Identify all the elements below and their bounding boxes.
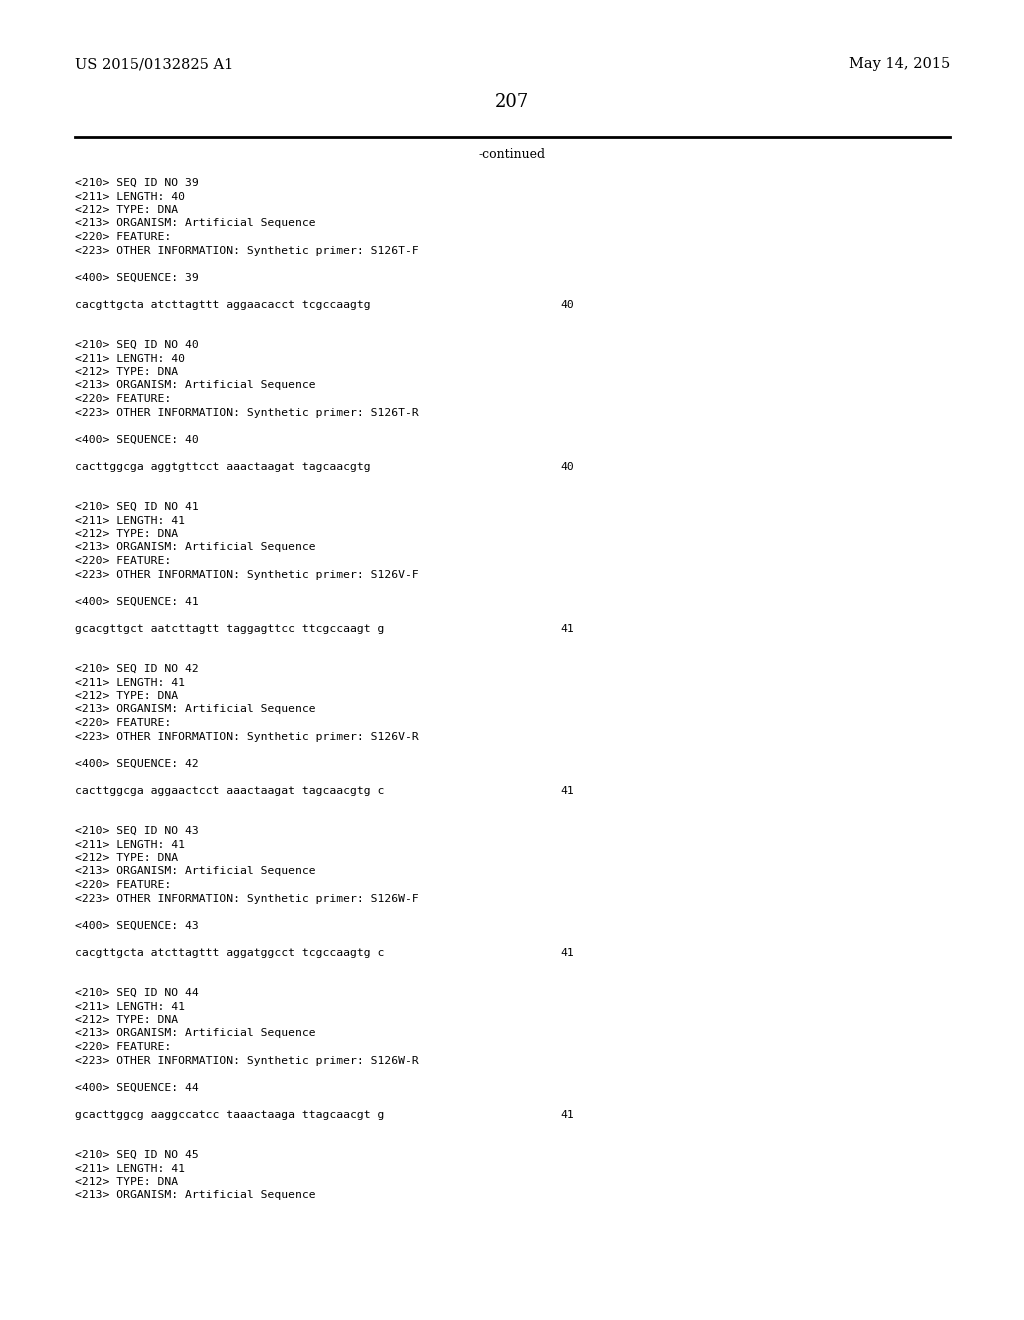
Text: <210> SEQ ID NO 43: <210> SEQ ID NO 43 bbox=[75, 826, 199, 836]
Text: <213> ORGANISM: Artificial Sequence: <213> ORGANISM: Artificial Sequence bbox=[75, 219, 315, 228]
Text: <210> SEQ ID NO 45: <210> SEQ ID NO 45 bbox=[75, 1150, 199, 1160]
Text: <213> ORGANISM: Artificial Sequence: <213> ORGANISM: Artificial Sequence bbox=[75, 1191, 315, 1200]
Text: <223> OTHER INFORMATION: Synthetic primer: S126V-F: <223> OTHER INFORMATION: Synthetic prime… bbox=[75, 569, 419, 579]
Text: <211> LENGTH: 41: <211> LENGTH: 41 bbox=[75, 840, 185, 850]
Text: <210> SEQ ID NO 39: <210> SEQ ID NO 39 bbox=[75, 178, 199, 187]
Text: <220> FEATURE:: <220> FEATURE: bbox=[75, 718, 171, 729]
Text: <211> LENGTH: 41: <211> LENGTH: 41 bbox=[75, 516, 185, 525]
Text: <211> LENGTH: 41: <211> LENGTH: 41 bbox=[75, 677, 185, 688]
Text: <400> SEQUENCE: 42: <400> SEQUENCE: 42 bbox=[75, 759, 199, 768]
Text: 41: 41 bbox=[560, 948, 573, 957]
Text: <211> LENGTH: 40: <211> LENGTH: 40 bbox=[75, 191, 185, 202]
Text: gcacttggcg aaggccatcc taaactaaga ttagcaacgt g: gcacttggcg aaggccatcc taaactaaga ttagcaa… bbox=[75, 1110, 384, 1119]
Text: 40: 40 bbox=[560, 300, 573, 309]
Text: <212> TYPE: DNA: <212> TYPE: DNA bbox=[75, 853, 178, 863]
Text: cacgttgcta atcttagttt aggatggcct tcgccaagtg c: cacgttgcta atcttagttt aggatggcct tcgccaa… bbox=[75, 948, 384, 957]
Text: <210> SEQ ID NO 44: <210> SEQ ID NO 44 bbox=[75, 987, 199, 998]
Text: <400> SEQUENCE: 41: <400> SEQUENCE: 41 bbox=[75, 597, 199, 606]
Text: 207: 207 bbox=[495, 92, 529, 111]
Text: <213> ORGANISM: Artificial Sequence: <213> ORGANISM: Artificial Sequence bbox=[75, 543, 315, 553]
Text: US 2015/0132825 A1: US 2015/0132825 A1 bbox=[75, 57, 233, 71]
Text: <223> OTHER INFORMATION: Synthetic primer: S126T-F: <223> OTHER INFORMATION: Synthetic prime… bbox=[75, 246, 419, 256]
Text: <400> SEQUENCE: 44: <400> SEQUENCE: 44 bbox=[75, 1082, 199, 1093]
Text: <211> LENGTH: 41: <211> LENGTH: 41 bbox=[75, 1002, 185, 1011]
Text: <213> ORGANISM: Artificial Sequence: <213> ORGANISM: Artificial Sequence bbox=[75, 1028, 315, 1039]
Text: <223> OTHER INFORMATION: Synthetic primer: S126V-R: <223> OTHER INFORMATION: Synthetic prime… bbox=[75, 731, 419, 742]
Text: <212> TYPE: DNA: <212> TYPE: DNA bbox=[75, 690, 178, 701]
Text: 41: 41 bbox=[560, 623, 573, 634]
Text: 41: 41 bbox=[560, 1110, 573, 1119]
Text: <400> SEQUENCE: 40: <400> SEQUENCE: 40 bbox=[75, 434, 199, 445]
Text: <223> OTHER INFORMATION: Synthetic primer: S126T-R: <223> OTHER INFORMATION: Synthetic prime… bbox=[75, 408, 419, 417]
Text: 40: 40 bbox=[560, 462, 573, 471]
Text: 41: 41 bbox=[560, 785, 573, 796]
Text: <210> SEQ ID NO 42: <210> SEQ ID NO 42 bbox=[75, 664, 199, 675]
Text: <220> FEATURE:: <220> FEATURE: bbox=[75, 232, 171, 242]
Text: <223> OTHER INFORMATION: Synthetic primer: S126W-F: <223> OTHER INFORMATION: Synthetic prime… bbox=[75, 894, 419, 903]
Text: May 14, 2015: May 14, 2015 bbox=[849, 57, 950, 71]
Text: <211> LENGTH: 41: <211> LENGTH: 41 bbox=[75, 1163, 185, 1173]
Text: <212> TYPE: DNA: <212> TYPE: DNA bbox=[75, 367, 178, 378]
Text: <400> SEQUENCE: 43: <400> SEQUENCE: 43 bbox=[75, 920, 199, 931]
Text: gcacgttgct aatcttagtt taggagttcc ttcgccaagt g: gcacgttgct aatcttagtt taggagttcc ttcgcca… bbox=[75, 623, 384, 634]
Text: <213> ORGANISM: Artificial Sequence: <213> ORGANISM: Artificial Sequence bbox=[75, 866, 315, 876]
Text: <223> OTHER INFORMATION: Synthetic primer: S126W-R: <223> OTHER INFORMATION: Synthetic prime… bbox=[75, 1056, 419, 1065]
Text: <212> TYPE: DNA: <212> TYPE: DNA bbox=[75, 205, 178, 215]
Text: <210> SEQ ID NO 40: <210> SEQ ID NO 40 bbox=[75, 341, 199, 350]
Text: <220> FEATURE:: <220> FEATURE: bbox=[75, 880, 171, 890]
Text: -continued: -continued bbox=[478, 148, 546, 161]
Text: <212> TYPE: DNA: <212> TYPE: DNA bbox=[75, 529, 178, 539]
Text: <400> SEQUENCE: 39: <400> SEQUENCE: 39 bbox=[75, 272, 199, 282]
Text: cacttggcga aggaactcct aaactaagat tagcaacgtg c: cacttggcga aggaactcct aaactaagat tagcaac… bbox=[75, 785, 384, 796]
Text: <210> SEQ ID NO 41: <210> SEQ ID NO 41 bbox=[75, 502, 199, 512]
Text: <213> ORGANISM: Artificial Sequence: <213> ORGANISM: Artificial Sequence bbox=[75, 705, 315, 714]
Text: <220> FEATURE:: <220> FEATURE: bbox=[75, 556, 171, 566]
Text: <213> ORGANISM: Artificial Sequence: <213> ORGANISM: Artificial Sequence bbox=[75, 380, 315, 391]
Text: <212> TYPE: DNA: <212> TYPE: DNA bbox=[75, 1015, 178, 1026]
Text: <220> FEATURE:: <220> FEATURE: bbox=[75, 393, 171, 404]
Text: cacgttgcta atcttagttt aggaacacct tcgccaagtg: cacgttgcta atcttagttt aggaacacct tcgccaa… bbox=[75, 300, 371, 309]
Text: <220> FEATURE:: <220> FEATURE: bbox=[75, 1041, 171, 1052]
Text: cacttggcga aggtgttcct aaactaagat tagcaacgtg: cacttggcga aggtgttcct aaactaagat tagcaac… bbox=[75, 462, 371, 471]
Text: <212> TYPE: DNA: <212> TYPE: DNA bbox=[75, 1177, 178, 1187]
Text: <211> LENGTH: 40: <211> LENGTH: 40 bbox=[75, 354, 185, 363]
